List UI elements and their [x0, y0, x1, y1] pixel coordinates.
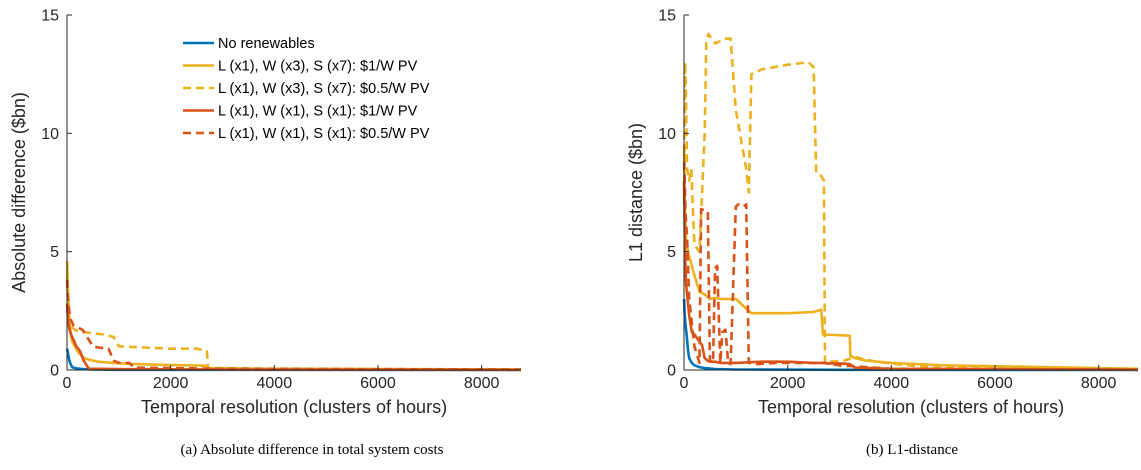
chart-b: 0 2000 4000 6000 8000 0 5 10 15 Temporal resoluti… [626, 8, 1139, 417]
legend-label-1: L (x1), W (x3), S (x7): $1/W PV [218, 59, 418, 75]
series-line-2 [682, 32, 1139, 371]
y-tick-label: 15 [41, 8, 59, 25]
series-group [682, 32, 1139, 372]
chart-a: 0 2000 4000 6000 8000 0 5 10 15 Temporal resoluti… [9, 8, 522, 417]
legend-label-4: L (x1), W (x1), S (x1): $0.5/W PV [218, 126, 430, 142]
legend-label-3: L (x1), W (x1), S (x1): $1/W PV [218, 104, 418, 120]
x-tick-label: 2000 [153, 375, 189, 392]
series-group [65, 261, 522, 372]
series-line-0 [65, 348, 522, 372]
x-tick-label: 6000 [360, 375, 396, 392]
x-tick-label: 2000 [770, 375, 806, 392]
x-tick-label: 4000 [257, 375, 293, 392]
series-line-2 [65, 275, 522, 371]
series-line-1 [65, 261, 522, 371]
y-tick-label: 0 [50, 363, 59, 380]
series-line-3 [65, 303, 522, 372]
y-tick-label: 5 [667, 244, 676, 261]
legend: No renewables L (x1), W (x3), S (x7): $1/… [183, 36, 430, 142]
x-tick-label: 0 [63, 375, 72, 392]
x-axis-label: Temporal resolution (clusters of hours) [141, 397, 447, 417]
legend-label-0: No renewables [218, 36, 315, 52]
y-tick-label: 10 [658, 126, 676, 143]
series-line-3 [682, 180, 1139, 371]
caption-a: (a) Absolute difference in total system … [180, 442, 444, 458]
legend-label-2: L (x1), W (x3), S (x7): $0.5/W PV [218, 81, 430, 97]
series-line-4 [65, 280, 522, 371]
x-tick-label: 6000 [977, 375, 1013, 392]
series-line-0 [682, 298, 1139, 372]
x-tick-label: 8000 [1081, 375, 1117, 392]
series-line-1 [682, 145, 1139, 371]
x-axis-label: Temporal resolution (clusters of hours) [758, 397, 1064, 417]
series-line-4 [682, 161, 1139, 372]
y-tick-label: 5 [50, 244, 59, 261]
y-tick-label: 10 [41, 126, 59, 143]
x-tick-label: 8000 [464, 375, 500, 392]
x-tick-label: 0 [680, 375, 689, 392]
y-tick-label: 15 [658, 8, 676, 25]
caption-b: (b) L1-distance [865, 442, 959, 458]
x-tick-label: 4000 [874, 375, 910, 392]
y-tick-label: 0 [667, 363, 676, 380]
y-axis-label: L1 distance ($bn) [626, 123, 646, 262]
y-axis-label: Absolute difference ($bn) [9, 92, 29, 293]
